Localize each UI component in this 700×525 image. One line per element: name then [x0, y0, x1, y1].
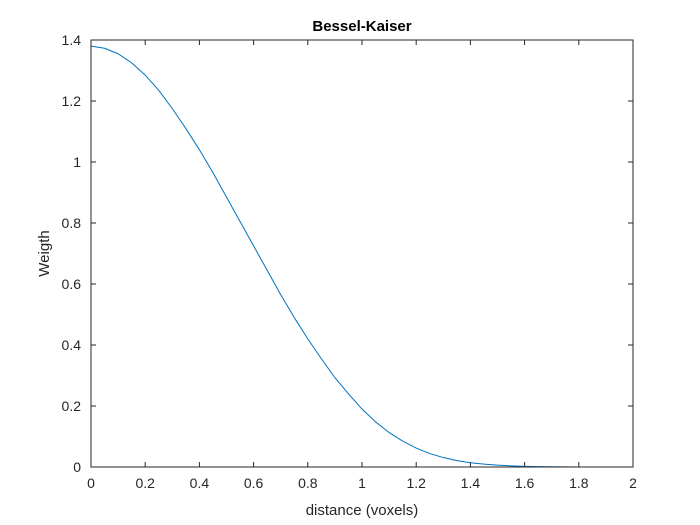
y-tick-label: 0 [73, 459, 81, 475]
x-tick-label: 2 [629, 475, 637, 491]
y-tick-label: 0.6 [62, 276, 82, 292]
y-tick-label: 0.2 [62, 398, 82, 414]
x-tick-label: 1.6 [515, 475, 535, 491]
x-tick-label: 1.8 [569, 475, 589, 491]
y-tick-label: 1.4 [62, 32, 82, 48]
plot-frame [90, 39, 634, 468]
x-tick-label: 0 [87, 475, 95, 491]
plot-area [91, 40, 633, 467]
x-axis-ticks: 0 0.2 0.4 0.6 0.8 1 1.2 1.4 1.6 1.8 2 [87, 40, 637, 491]
x-tick-label: 0.2 [135, 475, 155, 491]
y-tick-label: 0.4 [62, 337, 82, 353]
y-tick-label: 1.2 [62, 93, 82, 109]
y-tick-label: 0.8 [62, 215, 82, 231]
x-tick-label: 0.4 [190, 475, 210, 491]
x-tick-label: 0.8 [298, 475, 318, 491]
x-axis-label: distance (voxels) [306, 502, 419, 519]
chart-title: Bessel-Kaiser [312, 18, 411, 35]
x-tick-label: 1.2 [406, 475, 426, 491]
x-tick-label: 0.6 [244, 475, 264, 491]
x-tick-label: 1 [358, 475, 366, 491]
y-axis-label: Weigth [36, 230, 53, 276]
y-axis-ticks: 0 0.2 0.4 0.6 0.8 1 1.2 1.4 [62, 32, 633, 475]
x-tick-label: 1.4 [461, 475, 481, 491]
y-tick-label: 1 [73, 154, 81, 170]
